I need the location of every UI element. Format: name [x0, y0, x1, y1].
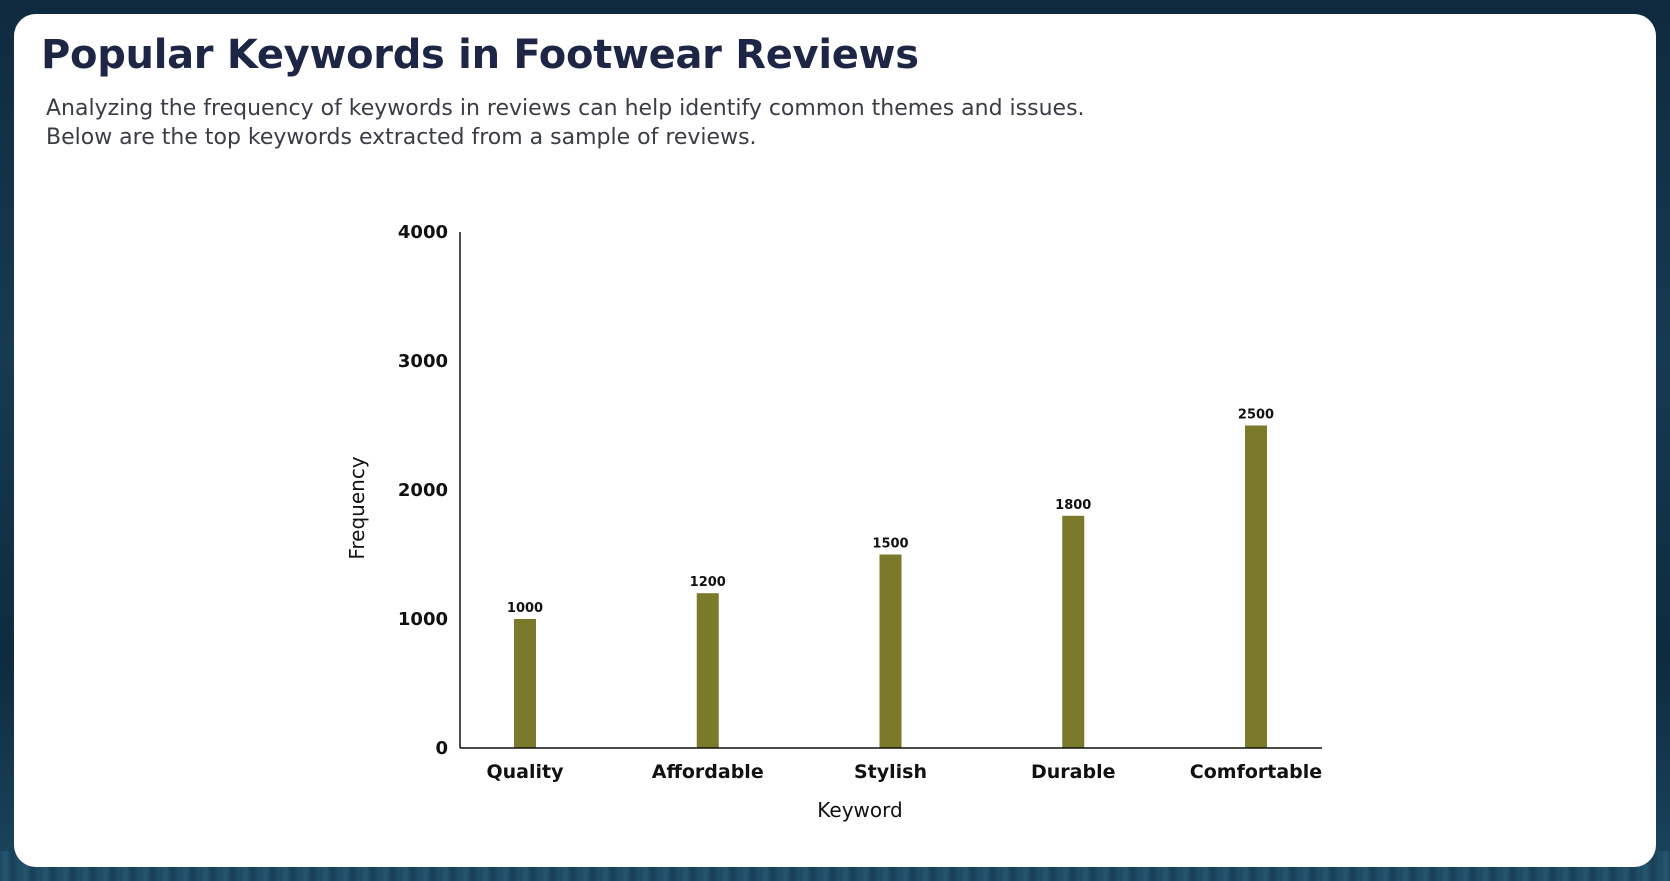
description-line-2: Below are the top keywords extracted fro… — [46, 125, 757, 150]
y-tick-label-1000: 1000 — [398, 609, 448, 630]
x-tick-label-quality: Quality — [487, 761, 565, 783]
bar-affordable — [696, 593, 719, 748]
bar-stylish — [879, 554, 902, 748]
bar-quality — [514, 619, 536, 748]
page-title: Popular Keywords in Footwear Reviews — [41, 32, 919, 78]
x-tick-label-durable: Durable — [1031, 761, 1116, 783]
data-label-comfortable: 2500 — [1238, 408, 1274, 423]
bars-layer — [514, 425, 1267, 748]
data-label-durable: 1800 — [1055, 498, 1091, 513]
bar-durable — [1062, 515, 1085, 748]
data-label-stylish: 1500 — [872, 537, 908, 552]
y-tick-label-3000: 3000 — [398, 351, 448, 372]
x-tick-label-comfortable: Comfortable — [1190, 761, 1322, 783]
description-line-1: Analyzing the frequency of keywords in r… — [46, 96, 1085, 121]
labels-layer: 1000 Quality 1200 Affordable 1500 Stylish 1800… — [398, 222, 1322, 783]
y-tick-label-0: 0 — [435, 738, 448, 759]
data-label-quality: 1000 — [507, 601, 543, 616]
x-tick-label-affordable: Affordable — [652, 761, 764, 783]
keyword-frequency-bar-chart: 1000 Quality 1200 Affordable 1500 Stylish 1800… — [345, 222, 1322, 822]
y-tick-label-2000: 2000 — [398, 480, 448, 501]
y-axis-title: Frequency — [345, 456, 369, 559]
x-axis-title: Keyword — [817, 798, 902, 822]
y-tick-label-4000: 4000 — [398, 222, 448, 243]
content-card: Popular Keywords in Footwear Reviews Ana… — [14, 14, 1656, 867]
page-description: Analyzing the frequency of keywords in r… — [46, 94, 1085, 152]
data-label-affordable: 1200 — [690, 575, 726, 590]
x-tick-label-stylish: Stylish — [854, 761, 927, 783]
bar-comfortable — [1245, 425, 1267, 748]
